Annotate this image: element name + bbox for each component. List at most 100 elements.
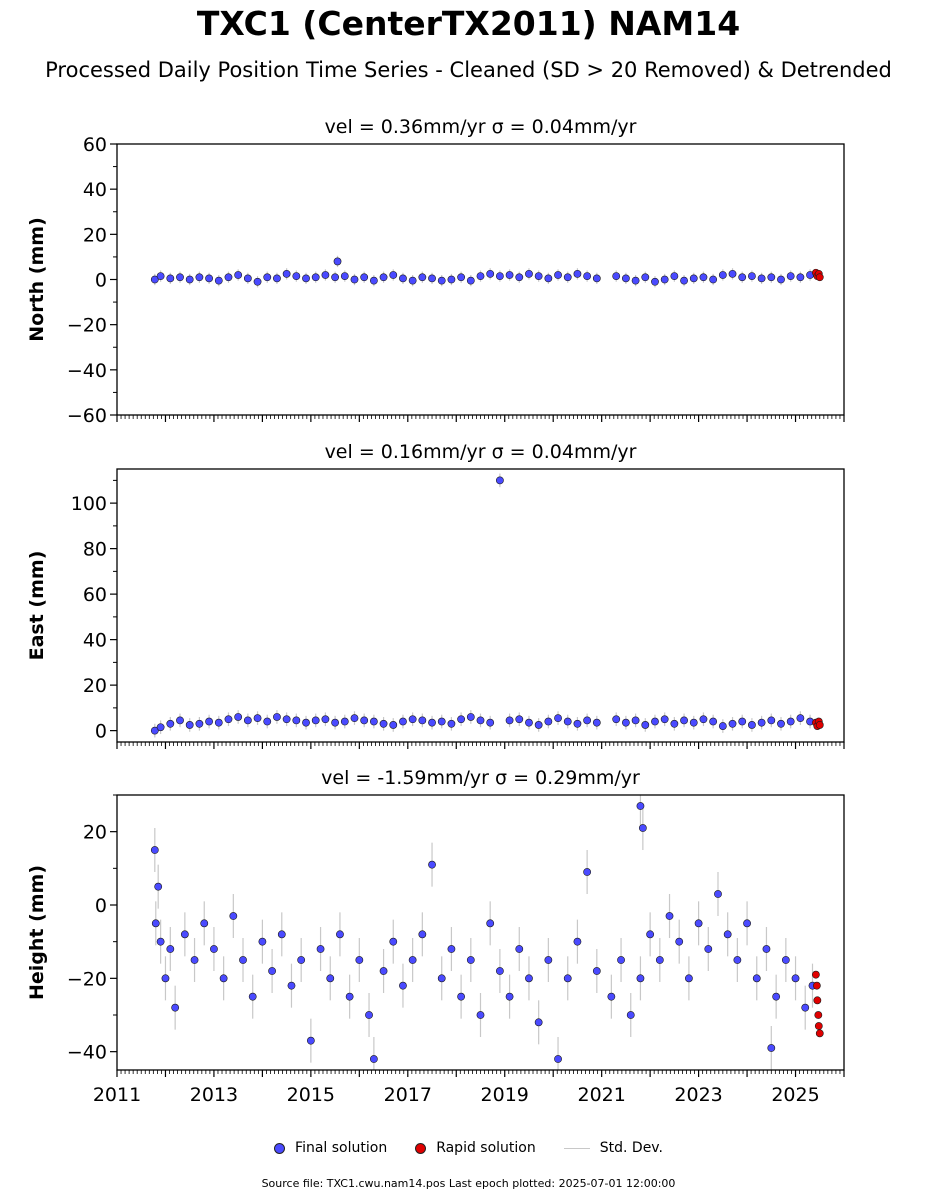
east-final-point [437,717,446,726]
height-final-point [379,967,388,975]
height-final-point [554,1055,562,1063]
east-final-point [243,716,252,725]
east-final-point [466,713,475,721]
north-final-point [243,274,252,283]
height-final-point [791,974,800,983]
north-final-point [689,274,698,283]
north-final-point [360,273,369,282]
east-final-point [321,715,330,724]
east-final-point [360,716,369,725]
height-final-point [563,974,572,983]
east-ytick-label: 100 [71,493,107,515]
north-final-point [428,274,436,283]
north-final-point [302,274,310,283]
east-final-point [767,716,776,725]
east-final-point [379,719,388,728]
height-final-point [190,956,199,964]
east-final-point [350,714,359,723]
height-final-point [229,912,238,920]
height-final-point [316,945,325,953]
height-final-point [638,824,647,832]
north-final-point [340,272,349,281]
height-rapid-point [812,981,821,990]
north-final-point [466,276,475,285]
east-final-point [796,714,805,723]
height-final-point [743,919,751,928]
north-final-point [680,276,688,285]
east-final-point [302,718,310,727]
height-final-point [476,1011,485,1019]
north-final-point [224,273,233,282]
height-final-point [408,956,417,964]
north-final-point [437,276,446,285]
height-final-point [210,945,218,953]
height-final-point [161,974,170,983]
height-rapid-point [814,1022,823,1030]
east-final-point [156,723,165,732]
height-axes-frame [116,794,845,1071]
legend-rapid-marker [415,1142,427,1154]
east-final-point [369,717,378,726]
north-final-point [757,274,766,283]
east-final-point [718,722,727,730]
height-final-point [326,974,335,983]
height-final-point [418,930,427,939]
east-final-point [573,719,582,728]
height-final-point [258,937,267,946]
height-final-point [723,930,732,939]
east-final-point [689,718,698,727]
east-final-point [505,716,514,725]
north-final-point [447,275,456,284]
north-final-point [651,277,659,286]
height-ylabel: Height (mm) [26,865,48,1000]
east-ylabel: East (mm) [26,551,48,661]
height-final-point [534,1018,543,1027]
east-final-point [699,715,708,724]
north-ytick-label: 60 [83,134,107,156]
east-final-point [583,716,592,725]
east-final-point [660,715,669,724]
height-final-point [772,992,781,1001]
height-final-point [239,956,247,964]
north-final-point [476,272,485,281]
height-final-point [154,882,163,891]
height-rapid-point [815,1029,824,1038]
north-rapid-point [815,273,824,282]
height-final-point [156,937,165,946]
height-final-point [180,930,189,939]
north-ytick-label: 20 [83,224,107,246]
legend-std-label: Std. Dev. [599,1140,663,1156]
north-final-point [214,276,223,285]
height-xtick-label: 2013 [190,1084,238,1106]
north-final-point [660,275,669,284]
north-final-point [399,274,407,283]
east-data [150,473,824,738]
north-final-point [544,274,553,283]
north-final-point [457,273,466,282]
height-final-point [150,846,159,854]
north-final-point [156,272,165,281]
north-final-point [418,273,427,282]
north-final-point [767,273,776,282]
east-final-point [554,714,562,723]
north-final-point [534,272,543,281]
east-final-point [273,713,281,721]
east-final-point [389,721,398,729]
north-final-point [786,272,795,281]
legend-final-marker [274,1142,286,1154]
north-final-point [234,271,243,279]
height-final-point [505,992,514,1001]
east-final-point [680,716,688,725]
north-final-point [796,273,805,282]
east-ytick-label: 0 [95,721,107,743]
east-final-point [292,716,301,725]
east-final-point [282,715,291,724]
height-final-point [268,967,276,975]
north-final-point [631,276,640,285]
height-final-point [466,956,475,964]
east-final-point [340,717,349,726]
east-final-point [622,718,630,727]
east-final-point [748,721,756,729]
height-panel-title: vel = -1.59mm/yr σ = 0.29mm/yr [321,767,640,789]
east-final-point [224,715,233,724]
